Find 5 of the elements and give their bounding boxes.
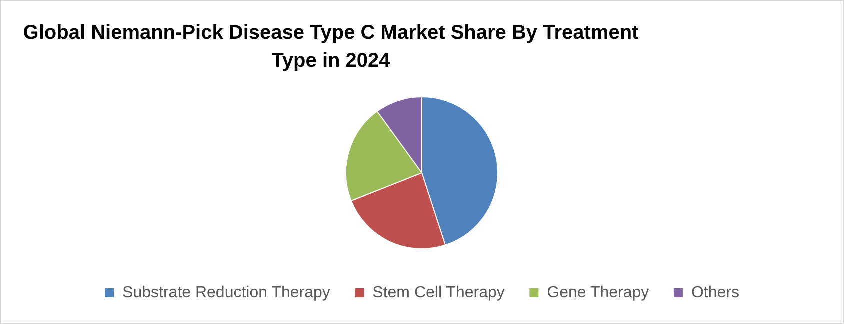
legend-label: Others (691, 284, 740, 302)
legend-label: Stem Cell Therapy (372, 284, 505, 302)
legend-label: Gene Therapy (547, 284, 650, 302)
chart-title: Global Niemann-Pick Disease Type C Market Share By Treatment Type in 2024 (22, 21, 640, 74)
legend-label: Substrate Reduction Therapy (122, 284, 330, 302)
